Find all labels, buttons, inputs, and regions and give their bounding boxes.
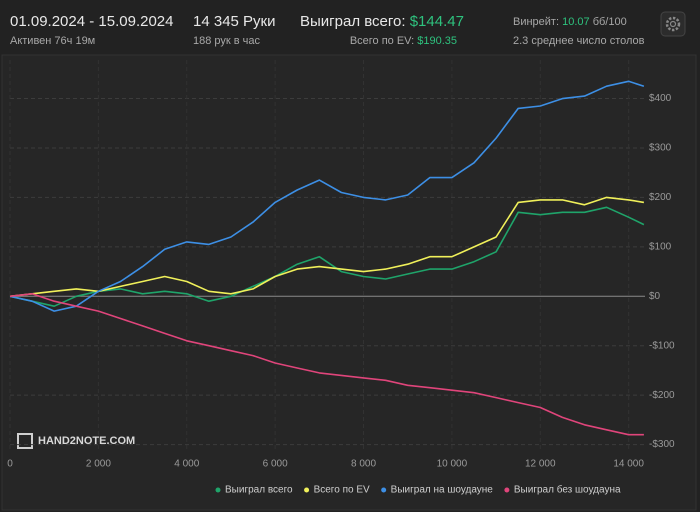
legend-label: Всего по EV (314, 485, 370, 496)
winrate-value: 10.07 (562, 16, 590, 28)
x-tick-label: 6 000 (263, 459, 288, 470)
x-tick-label: 4 000 (174, 459, 199, 470)
series-line (9, 206, 645, 307)
x-tick-label: 14 000 (613, 459, 644, 470)
active-time: Активен 76ч 19м (10, 35, 95, 47)
x-tick-label: 12 000 (525, 459, 556, 470)
hands: 14 345 Руки (193, 13, 276, 30)
y-tick-label: $100 (649, 241, 672, 252)
x-tick-label: 0 (7, 459, 13, 470)
legend-marker (215, 487, 221, 493)
gear-hole[interactable] (669, 20, 677, 28)
y-tick-label: $0 (649, 291, 661, 302)
plot: -$300 -$200 -$100 $0 $100 $200 $300 $400 0 2 000 4… (7, 60, 675, 470)
y-tick-label: -$100 (649, 340, 675, 351)
date-range: 01.09.2024 - 15.09.2024 (10, 13, 173, 30)
ev-total: Всего по EV: $190.35 (350, 35, 457, 47)
gear-icon[interactable] (665, 16, 681, 32)
watermark-logo (17, 433, 33, 449)
legend-label: Выиграл на шоудауне (391, 485, 494, 496)
legend-label: Выиграл всего (225, 485, 293, 496)
ev-value: $190.35 (417, 35, 457, 47)
winrate-unit: бб/100 (593, 16, 627, 28)
won-label: Выиграл всего: (300, 13, 406, 30)
legend-marker (381, 487, 387, 493)
y-tick-label: $400 (649, 93, 672, 104)
y-tick-label: -$200 (649, 390, 675, 401)
legend: Выиграл всего Всего по EV Выиграл на шоуда… (215, 484, 621, 496)
series-line (9, 196, 645, 298)
x-tick-label: 2 000 (86, 459, 111, 470)
avg-tables: 2.3 среднее число столов (513, 35, 645, 47)
legend-marker (504, 487, 510, 493)
winrate: Винрейт: 10.07 бб/100 (513, 16, 627, 28)
ev-label: Всего по EV: (350, 35, 414, 47)
won-value: $144.47 (410, 13, 464, 30)
legend-label: Выиграл без шоудауна (514, 484, 621, 496)
x-tick-label: 10 000 (437, 459, 468, 470)
watermark-group: HAND2NOTE.COM (17, 433, 135, 449)
settings-box[interactable] (660, 11, 686, 37)
y-tick-label: -$300 (649, 439, 675, 450)
y-tick-label: $300 (649, 143, 672, 154)
winrate-label: Винрейт: (513, 16, 559, 28)
series-line (9, 293, 644, 436)
x-tick-label: 8 000 (351, 459, 376, 470)
hands-per-hour: 188 рук в час (193, 35, 261, 47)
series-line (9, 80, 645, 312)
y-tick-label: $200 (649, 192, 672, 203)
legend-marker (304, 487, 310, 493)
watermark: HAND2NOTE.COM (38, 435, 135, 447)
won-total: Выиграл всего: $144.47 (300, 13, 464, 30)
settings-button[interactable] (660, 11, 686, 37)
